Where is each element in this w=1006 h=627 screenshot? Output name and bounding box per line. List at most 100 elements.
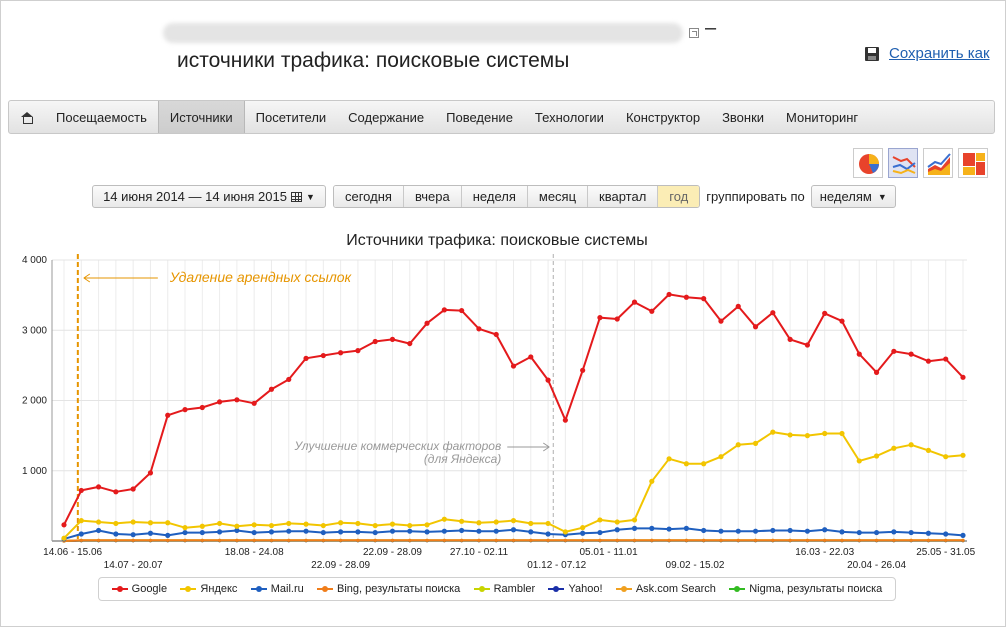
data-point	[510, 527, 517, 533]
data-point	[580, 530, 586, 536]
legend-label: Google	[131, 583, 168, 595]
data-point	[166, 538, 170, 542]
x-tick-label: 25.05 - 31.05	[916, 547, 975, 558]
legend-swatch	[317, 586, 334, 592]
legend-item[interactable]: Rambler	[473, 583, 535, 595]
nav-item-calls[interactable]: Звонки	[722, 109, 765, 125]
nav-item-technologies[interactable]: Технологии	[534, 109, 604, 125]
nav-home[interactable]	[9, 101, 45, 133]
x-tick-label: 16.03 - 22.03	[795, 547, 854, 558]
nav-item-visitors[interactable]: Посетители	[255, 109, 327, 125]
data-point	[408, 538, 412, 542]
data-point	[165, 412, 171, 418]
data-point	[735, 442, 741, 448]
data-point	[719, 538, 723, 542]
data-point	[113, 520, 119, 527]
period-today[interactable]: сегодня	[334, 186, 404, 207]
data-point	[234, 523, 240, 529]
x-tick-label: 14.07 - 20.07	[104, 560, 163, 571]
data-point	[355, 529, 361, 535]
data-point	[631, 517, 638, 523]
data-point	[925, 358, 932, 364]
data-point	[389, 336, 396, 342]
data-point	[373, 538, 377, 542]
legend-item[interactable]: Bing, результаты поиска	[317, 583, 460, 595]
save-as-link[interactable]: Сохранить как	[889, 45, 990, 62]
data-point	[545, 377, 551, 383]
data-point	[908, 351, 914, 357]
data-point	[649, 525, 655, 531]
period-yesterday[interactable]: вчера	[403, 186, 462, 207]
data-point	[477, 538, 481, 542]
data-point	[822, 310, 828, 316]
x-tick-label: 09.02 - 15.02	[666, 560, 725, 571]
data-point	[702, 538, 706, 542]
nav-item-traffic[interactable]: Посещаемость	[56, 109, 147, 125]
legend-item[interactable]: Ask.com Search	[615, 583, 716, 595]
legend-item[interactable]: Яндекс	[180, 583, 237, 595]
nav-item-content[interactable]: Содержание	[348, 109, 425, 125]
data-point	[597, 529, 603, 536]
nav-item-behavior[interactable]: Поведение	[446, 109, 513, 125]
data-point	[805, 538, 810, 542]
data-point	[804, 342, 811, 348]
save-as[interactable]: Сохранить как	[865, 45, 990, 62]
legend-swatch	[250, 586, 267, 592]
data-point	[425, 538, 429, 542]
legend-label: Яндекс	[200, 583, 238, 595]
data-point	[943, 454, 949, 460]
line-chart-icon[interactable]	[888, 148, 918, 178]
treemap-icon[interactable]	[958, 148, 988, 178]
data-point	[286, 376, 292, 383]
data-point	[372, 522, 378, 529]
date-range-picker[interactable]: 14 июня 2014 — 14 июня 2015 ▼	[92, 185, 326, 208]
data-point	[545, 531, 551, 537]
area-chart-icon[interactable]	[923, 148, 953, 178]
x-tick-label: 22.09 - 28.09	[363, 547, 422, 558]
nav-item-constructor[interactable]: Конструктор	[625, 109, 701, 125]
group-by-value: неделям	[819, 189, 872, 204]
group-by-select[interactable]: неделям ▼	[810, 185, 896, 208]
legend-label: Nigma, результаты поиска	[749, 583, 883, 595]
data-point	[424, 529, 430, 535]
chart-type-switcher	[853, 148, 988, 178]
period-selector: сегодня вчера неделя месяц квартал год	[333, 185, 701, 208]
data-point	[873, 529, 880, 536]
data-point	[856, 351, 862, 357]
external-link-icon[interactable]	[689, 28, 699, 38]
data-point	[493, 519, 499, 525]
y-tick-label: 3 000	[22, 325, 47, 336]
legend-item[interactable]: Yahoo!	[548, 583, 603, 595]
legend-item[interactable]: Google	[111, 583, 168, 595]
data-point	[683, 461, 689, 467]
nav-item-sources[interactable]: Источники	[157, 101, 245, 133]
data-point	[200, 538, 204, 542]
data-point	[752, 324, 759, 330]
chart-legend: Google Яндекс Mail.ru Bing, результаты поис…	[98, 577, 896, 601]
data-point	[339, 538, 343, 542]
data-point	[183, 538, 187, 542]
legend-item[interactable]: Nigma, результаты поиска	[729, 583, 882, 595]
data-point	[667, 538, 671, 542]
data-point	[78, 487, 84, 494]
legend-item[interactable]: Mail.ru	[250, 583, 304, 595]
data-point	[356, 538, 360, 542]
nav-item-monitoring[interactable]: Мониторинг	[786, 109, 859, 125]
period-quarter[interactable]: квартал	[588, 186, 659, 207]
data-point	[839, 430, 845, 437]
data-point	[114, 538, 118, 542]
y-tick-label: 1 000	[22, 466, 47, 477]
data-point	[78, 531, 84, 537]
data-point	[839, 529, 845, 535]
data-point	[95, 519, 102, 525]
data-point	[822, 527, 828, 533]
period-month[interactable]: месяц	[527, 186, 589, 207]
data-point	[113, 531, 119, 537]
data-point	[804, 433, 811, 439]
data-point	[823, 538, 827, 542]
period-year[interactable]: год	[658, 186, 700, 207]
legend-label: Yahoo!	[568, 583, 603, 595]
pie-chart-icon[interactable]	[853, 148, 883, 178]
period-week[interactable]: неделя	[461, 186, 528, 207]
data-point	[389, 528, 396, 534]
